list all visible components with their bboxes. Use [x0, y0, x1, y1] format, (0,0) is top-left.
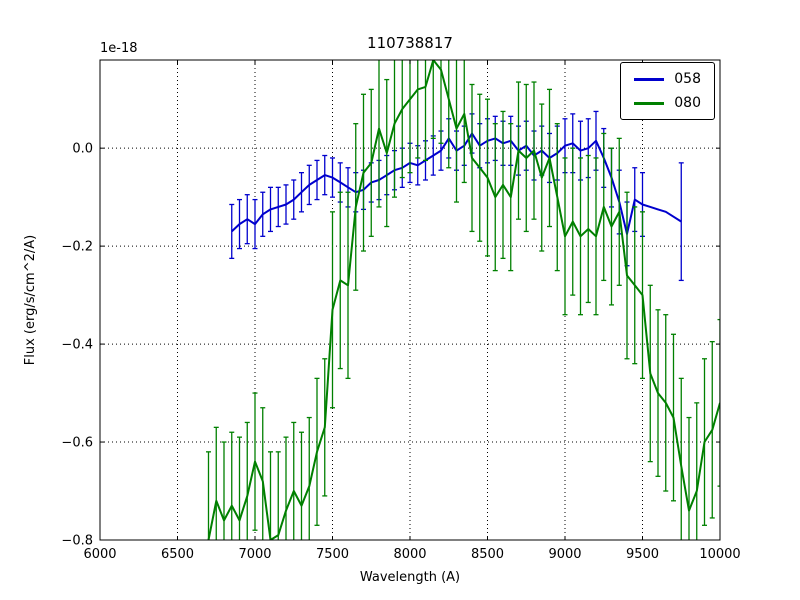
y-tick-label: 0.0: [72, 142, 93, 157]
y-tick-label: −0.4: [61, 338, 93, 353]
series-080: [206, 60, 720, 540]
series-line-080: [207, 60, 720, 540]
legend-label-058: 058: [674, 71, 701, 87]
y-tick-label: −0.2: [61, 240, 93, 255]
series-layer: [206, 60, 720, 540]
y-tick-label: −0.8: [61, 534, 93, 549]
chart-title: 110738817: [367, 34, 453, 52]
x-tick-label: 9000: [548, 547, 581, 562]
x-tick-label: 10000: [699, 547, 740, 562]
x-tick-label: 6000: [83, 547, 116, 562]
y-axis-offset-label: 1e-18: [100, 41, 138, 56]
x-tick-label: 7500: [316, 547, 349, 562]
x-tick-label: 8500: [471, 547, 504, 562]
y-tick-label: −0.6: [61, 436, 93, 451]
x-tick-label: 7000: [238, 547, 271, 562]
legend-item-080: 080: [634, 95, 701, 111]
legend-item-058: 058: [634, 71, 701, 87]
y-axis-label: Flux (erg/s/cm^2/A): [23, 235, 38, 365]
legend: 058 080: [620, 62, 715, 120]
x-tick-label: 6500: [161, 547, 194, 562]
x-axis-label: Wavelength (A): [360, 570, 460, 585]
axes-layer: 6000 6500 7000 7500 8000 8500 9000 9500 10000 0.0…: [61, 59, 741, 562]
legend-line-sample-058: [634, 77, 665, 81]
x-tick-label: 9500: [626, 547, 659, 562]
x-tick-label: 8000: [393, 547, 426, 562]
legend-line-sample-080: [634, 101, 665, 105]
legend-label-080: 080: [674, 95, 701, 111]
